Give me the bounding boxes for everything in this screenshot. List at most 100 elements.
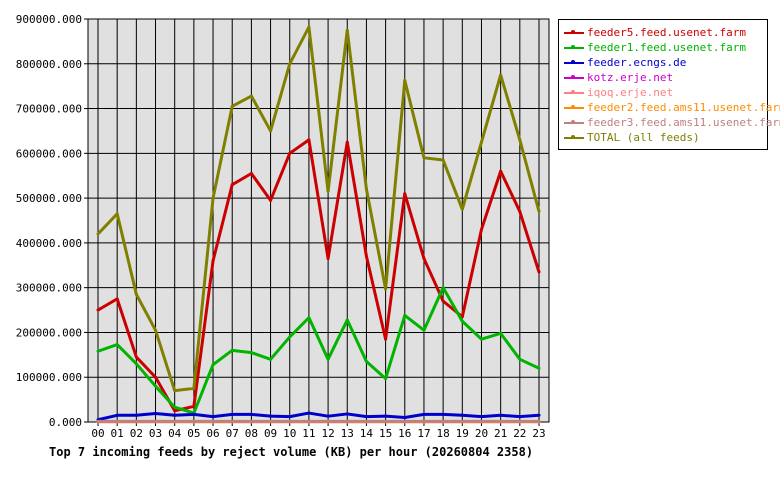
data-point bbox=[518, 415, 522, 419]
data-point bbox=[211, 363, 215, 367]
data-point bbox=[192, 404, 196, 408]
data-point bbox=[134, 413, 138, 417]
data-point bbox=[249, 94, 253, 98]
data-point bbox=[499, 73, 503, 77]
x-tick-label: 13 bbox=[341, 427, 354, 440]
data-point bbox=[422, 328, 426, 332]
data-point bbox=[249, 351, 253, 355]
data-point bbox=[288, 415, 292, 419]
data-point bbox=[403, 416, 407, 420]
data-point bbox=[479, 227, 483, 231]
x-tick-label: 10 bbox=[283, 427, 296, 440]
data-point bbox=[345, 318, 349, 322]
data-point bbox=[288, 151, 292, 155]
x-tick-label: 21 bbox=[494, 427, 507, 440]
data-point bbox=[441, 299, 445, 303]
data-point bbox=[537, 270, 541, 274]
data-point bbox=[460, 419, 464, 423]
data-point bbox=[364, 254, 368, 258]
data-point bbox=[479, 337, 483, 341]
data-point bbox=[307, 25, 311, 29]
data-point bbox=[364, 360, 368, 364]
data-point bbox=[326, 357, 330, 361]
chart-title: Top 7 incoming feeds by reject volume (K… bbox=[49, 445, 533, 459]
y-tick-label: 500000.000 bbox=[16, 192, 82, 205]
data-point bbox=[134, 355, 138, 359]
series-line bbox=[96, 25, 541, 393]
series-7 bbox=[96, 25, 541, 393]
x-tick-label: 14 bbox=[360, 427, 374, 440]
data-point bbox=[364, 187, 368, 191]
data-point bbox=[479, 419, 483, 423]
data-point bbox=[384, 414, 388, 418]
data-point bbox=[173, 405, 177, 409]
legend-label: feeder1.feed.usenet.farm bbox=[587, 41, 746, 54]
legend-label: kotz.erje.net bbox=[587, 71, 674, 84]
data-point bbox=[384, 419, 388, 423]
data-point bbox=[96, 349, 100, 353]
x-tick-label: 12 bbox=[321, 427, 334, 440]
data-point bbox=[115, 413, 119, 417]
data-point bbox=[134, 419, 138, 423]
x-tick-label: 17 bbox=[417, 427, 430, 440]
axes: 0.000 100000.000 200000.000 300000.000 40000… bbox=[16, 13, 550, 440]
x-tick-label: 02 bbox=[130, 427, 143, 440]
data-point bbox=[154, 384, 158, 388]
data-point bbox=[288, 62, 292, 66]
legend-marker bbox=[571, 60, 575, 64]
data-point bbox=[422, 257, 426, 261]
x-tick-label: 08 bbox=[245, 427, 258, 440]
data-point bbox=[269, 198, 273, 202]
data-point bbox=[364, 419, 368, 423]
legend-marker bbox=[571, 90, 575, 94]
data-point bbox=[441, 412, 445, 416]
plot-area bbox=[88, 19, 549, 422]
legend-item: feeder.ecngs.de bbox=[559, 55, 767, 70]
data-point bbox=[479, 140, 483, 144]
legend-item: TOTAL (all feeds) bbox=[559, 130, 767, 145]
data-point bbox=[96, 232, 100, 236]
data-point bbox=[403, 78, 407, 82]
series-layer bbox=[96, 25, 541, 424]
data-point bbox=[154, 328, 158, 332]
data-point bbox=[134, 292, 138, 296]
series-2 bbox=[96, 411, 541, 422]
x-tick-label: 20 bbox=[475, 427, 488, 440]
data-point bbox=[230, 348, 234, 352]
data-point bbox=[460, 207, 464, 211]
legend-marker bbox=[571, 75, 575, 79]
legend-item: kotz.erje.net bbox=[559, 70, 767, 85]
data-point bbox=[211, 415, 215, 419]
data-point bbox=[288, 419, 292, 423]
data-point bbox=[326, 189, 330, 193]
data-point bbox=[230, 104, 234, 108]
data-point bbox=[192, 386, 196, 390]
data-point bbox=[326, 419, 330, 423]
legend-marker bbox=[571, 30, 575, 34]
data-point bbox=[345, 412, 349, 416]
legend-label: feeder3.feed.ams11.usenet.farm bbox=[587, 116, 780, 129]
data-point bbox=[307, 419, 311, 423]
data-point bbox=[249, 419, 253, 423]
data-point bbox=[384, 377, 388, 381]
legend-marker bbox=[571, 105, 575, 109]
data-point bbox=[499, 169, 503, 173]
legend-item: feeder1.feed.usenet.farm bbox=[559, 40, 767, 55]
data-point bbox=[326, 414, 330, 418]
x-tick-label: 18 bbox=[437, 427, 450, 440]
data-point bbox=[403, 313, 407, 317]
data-point bbox=[307, 138, 311, 142]
data-point bbox=[211, 259, 215, 263]
data-point bbox=[422, 156, 426, 160]
data-point bbox=[269, 414, 273, 418]
x-tick-label: 19 bbox=[456, 427, 469, 440]
data-point bbox=[115, 419, 119, 423]
data-point bbox=[115, 297, 119, 301]
data-point bbox=[518, 357, 522, 361]
data-point bbox=[211, 196, 215, 200]
data-point bbox=[441, 158, 445, 162]
series-1 bbox=[96, 286, 541, 415]
legend-item: iqoq.erje.net bbox=[559, 85, 767, 100]
legend-marker bbox=[571, 45, 575, 49]
